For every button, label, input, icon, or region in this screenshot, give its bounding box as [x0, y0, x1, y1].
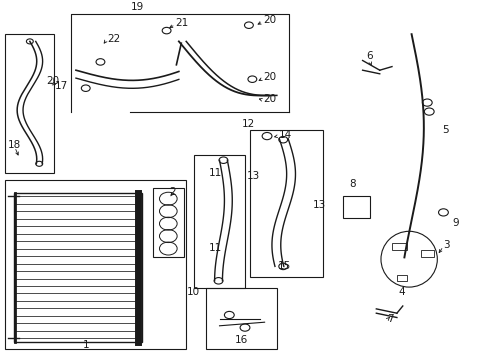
Bar	[153, 188, 184, 257]
Text: 11: 11	[209, 168, 222, 178]
Bar	[14, 193, 142, 342]
Text: 5: 5	[442, 125, 449, 135]
Bar	[392, 243, 407, 250]
Bar	[250, 130, 323, 277]
Text: 20: 20	[263, 94, 276, 104]
Bar	[5, 34, 54, 173]
Text: 10: 10	[187, 287, 200, 297]
Text: 15: 15	[277, 261, 291, 271]
Text: 20: 20	[46, 76, 59, 86]
Bar	[194, 155, 245, 288]
Text: 13: 13	[247, 171, 261, 181]
Text: 11: 11	[209, 243, 222, 253]
Bar	[206, 288, 277, 349]
Text: 12: 12	[242, 119, 256, 129]
Bar	[5, 180, 186, 349]
Text: 6: 6	[367, 51, 373, 61]
Text: 20: 20	[263, 72, 276, 82]
Text: 21: 21	[175, 18, 189, 28]
Text: 2: 2	[169, 186, 176, 197]
Text: 17: 17	[55, 81, 68, 91]
Text: 20: 20	[263, 15, 276, 25]
Text: 4: 4	[398, 287, 405, 297]
Text: 1: 1	[82, 340, 89, 350]
Text: 8: 8	[349, 179, 356, 189]
Bar	[421, 250, 434, 257]
Text: 3: 3	[443, 240, 450, 250]
Bar	[343, 196, 370, 218]
Bar	[397, 275, 407, 281]
Text: 16: 16	[234, 335, 248, 345]
Text: 9: 9	[452, 218, 459, 228]
Text: 7: 7	[387, 314, 394, 324]
Text: 13: 13	[313, 200, 326, 210]
Text: 22: 22	[107, 33, 120, 44]
Text: 18: 18	[8, 140, 22, 150]
Text: 19: 19	[130, 2, 144, 12]
Text: 14: 14	[278, 130, 292, 140]
